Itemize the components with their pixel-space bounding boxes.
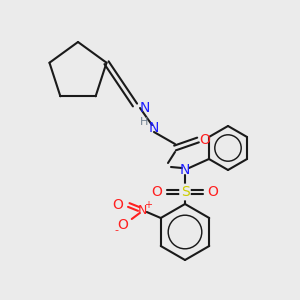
Text: S: S [181, 185, 189, 199]
Text: O: O [208, 185, 218, 199]
Text: O: O [117, 218, 128, 232]
Text: H: H [140, 117, 148, 127]
Text: O: O [152, 185, 162, 199]
Text: N: N [138, 203, 147, 217]
Text: N: N [140, 101, 150, 115]
Text: O: O [200, 133, 210, 147]
Text: N: N [149, 121, 159, 135]
Text: +: + [144, 200, 152, 210]
Text: O: O [112, 198, 123, 212]
Text: N: N [180, 163, 190, 177]
Text: -: - [115, 225, 119, 235]
